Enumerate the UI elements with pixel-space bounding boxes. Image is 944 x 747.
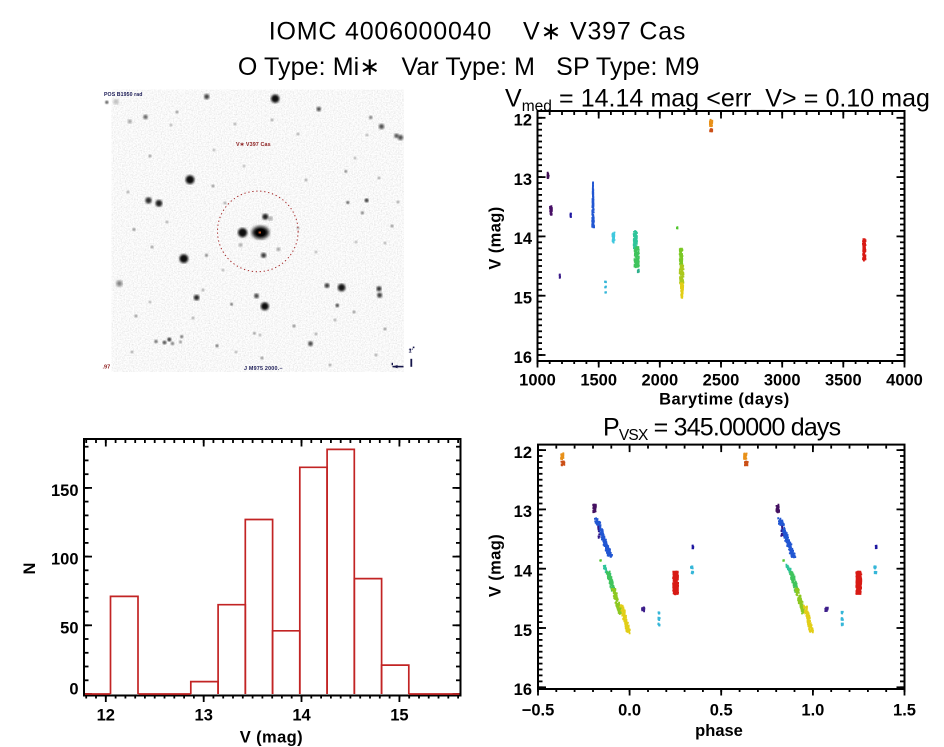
svg-text:−0.5: −0.5 xyxy=(522,701,555,719)
svg-text:0.0: 0.0 xyxy=(618,701,641,719)
svg-text:.97: .97 xyxy=(103,365,111,371)
svg-text:0: 0 xyxy=(69,681,78,699)
svg-text:4000: 4000 xyxy=(886,371,923,389)
svg-text:15: 15 xyxy=(390,707,408,725)
svg-text:13: 13 xyxy=(195,707,213,725)
svg-text:13: 13 xyxy=(514,171,532,189)
svg-text:phase: phase xyxy=(695,722,743,740)
svg-text:2000: 2000 xyxy=(641,371,678,389)
svg-text:16: 16 xyxy=(514,349,532,367)
svg-text:IOMC 4006000040 V∗ V397 Cas: IOMC 4006000040 V∗ V397 Cas xyxy=(269,18,686,46)
svg-text:POS B1950 rad: POS B1950 rad xyxy=(104,92,143,98)
svg-text:12: 12 xyxy=(514,444,532,462)
svg-text:13: 13 xyxy=(514,503,532,521)
svg-text:N: N xyxy=(21,563,39,575)
svg-text:J M975 2000.−: J M975 2000.− xyxy=(244,366,283,372)
svg-text:14: 14 xyxy=(514,230,533,248)
svg-text:1.5: 1.5 xyxy=(893,701,916,719)
svg-text:O Type: Mi∗ Var Type: M SP: O Type: Mi∗ Var Type: M SP Type: M9 xyxy=(238,53,700,81)
svg-text:3500: 3500 xyxy=(825,371,862,389)
svg-text:1000: 1000 xyxy=(519,371,556,389)
svg-text:14: 14 xyxy=(292,707,311,725)
svg-text:2500: 2500 xyxy=(703,371,740,389)
svg-text:V (mag): V (mag) xyxy=(486,206,504,269)
svg-text:16: 16 xyxy=(514,681,532,699)
svg-text:1500: 1500 xyxy=(580,371,617,389)
svg-text:150: 150 xyxy=(51,482,79,500)
svg-text:1': 1' xyxy=(409,349,414,355)
svg-text:100: 100 xyxy=(51,551,79,569)
svg-text:14: 14 xyxy=(514,563,533,581)
svg-text:3000: 3000 xyxy=(764,371,801,389)
svg-text:50: 50 xyxy=(60,619,78,637)
svg-text:15: 15 xyxy=(514,290,532,308)
svg-text:Barytime (days): Barytime (days) xyxy=(659,391,790,409)
svg-text:0.5: 0.5 xyxy=(710,701,733,719)
svg-text:Vmed = 14.14 mag <err_V> = 0.1: Vmed = 14.14 mag <err_V> = 0.10 mag xyxy=(505,84,930,115)
svg-text:12: 12 xyxy=(514,112,532,130)
svg-text:12: 12 xyxy=(97,707,115,725)
svg-text:1.0: 1.0 xyxy=(801,701,824,719)
svg-text:V∗ V397 Cas: V∗ V397 Cas xyxy=(236,142,271,148)
svg-text:V (mag): V (mag) xyxy=(486,534,504,597)
svg-text:15: 15 xyxy=(514,622,532,640)
svg-text:V (mag): V (mag) xyxy=(240,729,303,747)
